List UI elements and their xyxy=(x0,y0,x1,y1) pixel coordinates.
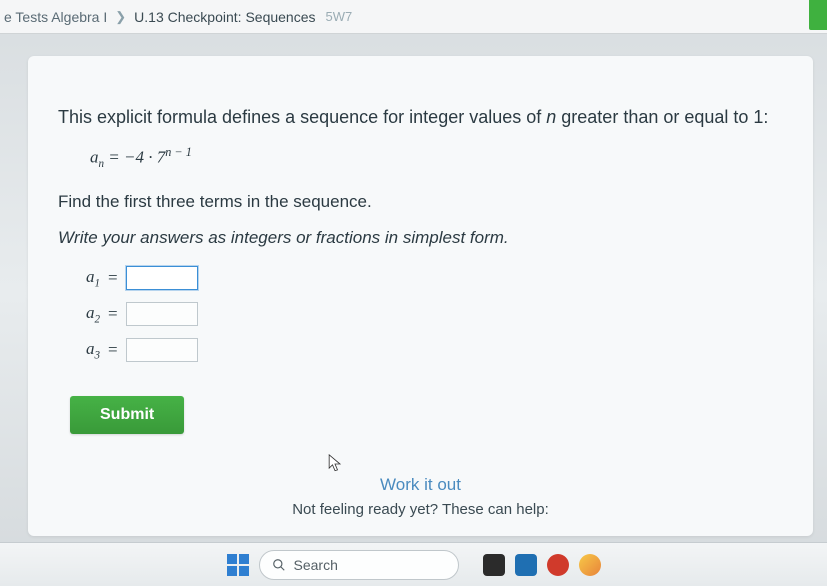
question-card: This explicit formula defines a sequence… xyxy=(28,56,813,536)
question-intro: This explicit formula defines a sequence… xyxy=(58,104,779,131)
taskbar-app-4[interactable] xyxy=(579,554,601,576)
taskbar: Search xyxy=(0,542,827,586)
formula-exp: n − 1 xyxy=(165,145,192,159)
submit-button[interactable]: Submit xyxy=(70,396,184,434)
answer-row-2: a2 = xyxy=(86,302,779,326)
formula: an = −4 · 7n − 1 xyxy=(90,145,779,170)
answer-input-3[interactable] xyxy=(126,338,198,362)
intro-prefix: This explicit formula defines a sequence… xyxy=(58,107,546,127)
answer-label-2: a2 xyxy=(86,303,100,325)
equals-sign: = xyxy=(108,304,118,324)
answer-input-2[interactable] xyxy=(126,302,198,326)
answer-label-3: a3 xyxy=(86,339,100,361)
answer-row-3: a3 = xyxy=(86,338,779,362)
taskbar-app-icons xyxy=(483,554,601,576)
intro-var: n xyxy=(546,107,556,127)
taskbar-app-3[interactable] xyxy=(547,554,569,576)
taskbar-app-1[interactable] xyxy=(483,554,505,576)
chevron-right-icon: ❯ xyxy=(115,9,126,25)
taskbar-search-placeholder: Search xyxy=(294,557,338,573)
formula-lhs-base: a xyxy=(90,148,99,167)
help-subtext: Not feeling ready yet? These can help: xyxy=(28,501,813,518)
breadcrumb-bar: e Tests Algebra I ❯ U.13 Checkpoint: Seq… xyxy=(0,0,827,34)
answer-input-1[interactable] xyxy=(126,266,198,290)
help-area: Work it out Not feeling ready yet? These… xyxy=(28,475,813,518)
windows-start-icon[interactable] xyxy=(227,554,249,576)
taskbar-search[interactable]: Search xyxy=(259,550,459,580)
question-prompt: Find the first three terms in the sequen… xyxy=(58,192,779,212)
breadcrumb-parent[interactable]: e Tests Algebra I xyxy=(4,9,107,25)
breadcrumb-tag: 5W7 xyxy=(326,9,353,24)
intro-suffix: greater than or equal to 1: xyxy=(556,107,768,127)
formula-coeff: −4 · 7 xyxy=(124,148,165,167)
breadcrumb-current[interactable]: U.13 Checkpoint: Sequences xyxy=(134,9,315,25)
work-it-out-link[interactable]: Work it out xyxy=(28,475,813,495)
header-accent xyxy=(809,0,827,30)
cursor-icon xyxy=(328,454,342,474)
formula-eq: = xyxy=(104,148,124,167)
equals-sign: = xyxy=(108,268,118,288)
question-hint: Write your answers as integers or fracti… xyxy=(58,228,779,248)
answer-label-1: a1 xyxy=(86,267,100,289)
equals-sign: = xyxy=(108,340,118,360)
taskbar-app-2[interactable] xyxy=(515,554,537,576)
answer-row-1: a1 = xyxy=(86,266,779,290)
search-icon xyxy=(272,558,286,572)
